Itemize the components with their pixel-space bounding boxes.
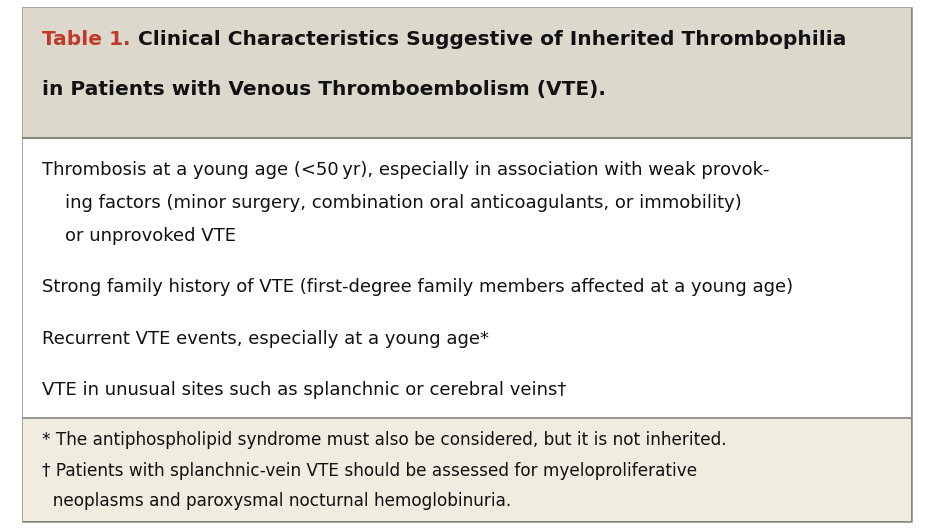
Bar: [23, 138, 911, 418]
Text: Clinical Characteristics Suggestive of Inherited Thrombophilia: Clinical Characteristics Suggestive of I…: [131, 30, 846, 49]
Bar: [23, 8, 911, 138]
Text: Table 1.: Table 1.: [42, 30, 131, 49]
Text: † Patients with splanchnic-vein VTE should be assessed for myeloproliferative: † Patients with splanchnic-vein VTE shou…: [42, 462, 697, 480]
Text: neoplasms and paroxysmal nocturnal hemoglobinuria.: neoplasms and paroxysmal nocturnal hemog…: [42, 492, 511, 510]
Text: ing factors (minor surgery, combination oral anticoagulants, or immobility): ing factors (minor surgery, combination …: [42, 194, 742, 212]
Text: Strong family history of VTE (first-degree family members affected at a young ag: Strong family history of VTE (first-degr…: [42, 278, 793, 296]
Text: Thrombosis at a young age (<50 yr), especially in association with weak provok-: Thrombosis at a young age (<50 yr), espe…: [42, 161, 770, 179]
Text: in Patients with Venous Thromboembolism (VTE).: in Patients with Venous Thromboembolism …: [42, 80, 606, 99]
Text: * The antiphospholipid syndrome must also be considered, but it is not inherited: * The antiphospholipid syndrome must als…: [42, 431, 727, 449]
Text: or unprovoked VTE: or unprovoked VTE: [42, 227, 236, 245]
Text: Recurrent VTE events, especially at a young age*: Recurrent VTE events, especially at a yo…: [42, 330, 489, 348]
Bar: [23, 418, 911, 521]
Text: VTE in unusual sites such as splanchnic or cerebral veins†: VTE in unusual sites such as splanchnic …: [42, 381, 566, 399]
